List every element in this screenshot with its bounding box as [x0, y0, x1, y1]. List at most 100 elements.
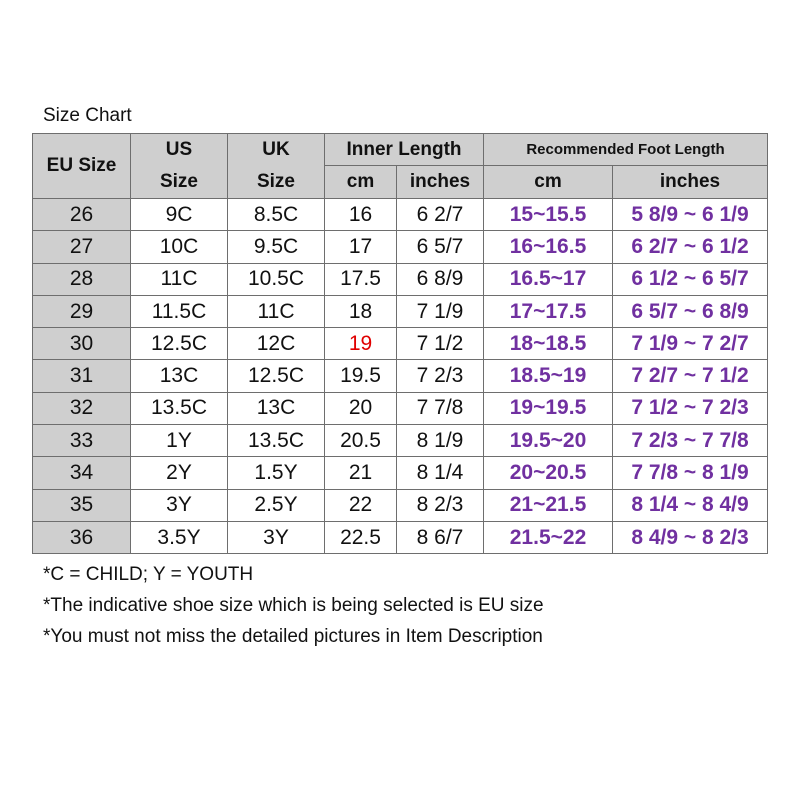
- cell-rec-inches: 6 2/7 ~ 6 1/2: [612, 230, 768, 264]
- cell-inner-cm: 18: [324, 294, 397, 329]
- cell-eu-size: 36: [32, 520, 131, 555]
- size-chart-table: EU Size US Size UK Size Inner Length Rec…: [32, 133, 768, 555]
- cell-inner-cm: 20: [324, 391, 397, 426]
- table-body: 26 9C 8.5C 16 6 2/7 15~15.5 5 8/9 ~ 6 1/9 27 10C…: [32, 197, 768, 555]
- header-inner-cm: cm: [324, 165, 397, 199]
- cell-eu-size: 32: [32, 391, 131, 426]
- cell-rec-inches: 6 1/2 ~ 6 5/7: [612, 262, 768, 296]
- table-row: 34 2Y 1.5Y 21 8 1/4 20~20.5 7 7/8 ~ 8 1/9: [32, 456, 768, 490]
- cell-rec-inches: 8 1/4 ~ 8 4/9: [612, 488, 768, 522]
- cell-inner-inches: 7 1/2: [396, 327, 484, 361]
- cell-rec-inches: 7 2/7 ~ 7 1/2: [612, 359, 768, 393]
- table-row: 32 13.5C 13C 20 7 7/8 19~19.5 7 1/2 ~ 7 2/3: [32, 391, 768, 426]
- cell-us-size: 10C: [130, 230, 228, 264]
- cell-us-size: 13.5C: [130, 391, 228, 426]
- cell-rec-inches: 7 7/8 ~ 8 1/9: [612, 456, 768, 490]
- cell-inner-inches: 6 2/7: [396, 197, 484, 232]
- cell-rec-cm: 17~17.5: [483, 294, 613, 329]
- table-row: 29 11.5C 11C 18 7 1/9 17~17.5 6 5/7 ~ 6 8/9: [32, 294, 768, 329]
- cell-inner-cm: 19: [324, 327, 397, 361]
- cell-inner-inches: 8 6/7: [396, 520, 484, 555]
- cell-us-size: 11C: [130, 262, 228, 296]
- cell-uk-size: 13C: [227, 391, 325, 426]
- header-us-top: US: [165, 139, 193, 160]
- cell-inner-cm: 17.5: [324, 262, 397, 296]
- table-row: 36 3.5Y 3Y 22.5 8 6/7 21.5~22 8 4/9 ~ 8 2/3: [32, 520, 768, 555]
- cell-eu-size: 35: [32, 488, 131, 522]
- cell-rec-inches: 7 2/3 ~ 7 7/8: [612, 424, 768, 458]
- cell-uk-size: 8.5C: [227, 197, 325, 232]
- cell-rec-inches: 5 8/9 ~ 6 1/9: [612, 197, 768, 232]
- cell-eu-size: 33: [32, 424, 131, 458]
- cell-rec-inches: 7 1/2 ~ 7 2/3: [612, 391, 768, 426]
- header-inner-inches: inches: [396, 165, 484, 199]
- highlighted-value: 19: [348, 331, 373, 355]
- cell-uk-size: 13.5C: [227, 424, 325, 458]
- header-uk-bottom: Size: [256, 171, 296, 192]
- cell-us-size: 3.5Y: [130, 520, 228, 555]
- cell-eu-size: 26: [32, 197, 131, 232]
- cell-us-size: 13C: [130, 359, 228, 393]
- cell-rec-cm: 16.5~17: [483, 262, 613, 296]
- header-rec-cm: cm: [483, 165, 613, 199]
- cell-inner-inches: 6 8/9: [396, 262, 484, 296]
- cell-uk-size: 1.5Y: [227, 456, 325, 490]
- header-uk-size: UK Size: [227, 133, 325, 199]
- header-recommended-foot-length: Recommended Foot Length: [483, 133, 768, 166]
- cell-us-size: 1Y: [130, 424, 228, 458]
- table-row: 28 11C 10.5C 17.5 6 8/9 16.5~17 6 1/2 ~ 6 5/7: [32, 262, 768, 296]
- cell-inner-cm: 19.5: [324, 359, 397, 393]
- chart-title: Size Chart: [43, 105, 132, 126]
- cell-rec-cm: 18~18.5: [483, 327, 613, 361]
- cell-us-size: 2Y: [130, 456, 228, 490]
- table-row: 27 10C 9.5C 17 6 5/7 16~16.5 6 2/7 ~ 6 1/2: [32, 230, 768, 264]
- cell-uk-size: 12C: [227, 327, 325, 361]
- cell-rec-inches: 6 5/7 ~ 6 8/9: [612, 294, 768, 329]
- cell-inner-cm: 22: [324, 488, 397, 522]
- cell-rec-cm: 15~15.5: [483, 197, 613, 232]
- table-row: 26 9C 8.5C 16 6 2/7 15~15.5 5 8/9 ~ 6 1/9: [32, 197, 768, 232]
- cell-rec-cm: 19~19.5: [483, 391, 613, 426]
- footnotes: *C = CHILD; Y = YOUTH *The indicative sh…: [43, 559, 544, 652]
- cell-inner-inches: 8 1/9: [396, 424, 484, 458]
- cell-rec-cm: 16~16.5: [483, 230, 613, 264]
- cell-uk-size: 3Y: [227, 520, 325, 555]
- header-rec-inches: inches: [612, 165, 768, 199]
- cell-uk-size: 11C: [227, 294, 325, 329]
- cell-inner-inches: 7 2/3: [396, 359, 484, 393]
- cell-inner-cm: 16: [324, 197, 397, 232]
- header-uk-top: UK: [262, 139, 290, 160]
- cell-rec-inches: 8 4/9 ~ 8 2/3: [612, 520, 768, 555]
- cell-us-size: 12.5C: [130, 327, 228, 361]
- cell-uk-size: 10.5C: [227, 262, 325, 296]
- table-row: 35 3Y 2.5Y 22 8 2/3 21~21.5 8 1/4 ~ 8 4/9: [32, 488, 768, 522]
- cell-rec-cm: 18.5~19: [483, 359, 613, 393]
- cell-rec-cm: 19.5~20: [483, 424, 613, 458]
- cell-rec-cm: 21.5~22: [483, 520, 613, 555]
- cell-inner-inches: 8 1/4: [396, 456, 484, 490]
- cell-uk-size: 12.5C: [227, 359, 325, 393]
- footnote-child-youth: *C = CHILD; Y = YOUTH: [43, 564, 254, 585]
- footnote-item-description: *You must not miss the detailed pictures…: [43, 626, 543, 647]
- cell-inner-inches: 7 7/8: [396, 391, 484, 426]
- cell-rec-cm: 20~20.5: [483, 456, 613, 490]
- cell-inner-cm: 22.5: [324, 520, 397, 555]
- cell-inner-inches: 8 2/3: [396, 488, 484, 522]
- cell-uk-size: 9.5C: [227, 230, 325, 264]
- cell-inner-inches: 7 1/9: [396, 294, 484, 329]
- cell-us-size: 9C: [130, 197, 228, 232]
- cell-uk-size: 2.5Y: [227, 488, 325, 522]
- table-row: 33 1Y 13.5C 20.5 8 1/9 19.5~20 7 2/3 ~ 7 7/8: [32, 424, 768, 458]
- header-inner-length: Inner Length: [324, 133, 484, 166]
- cell-eu-size: 34: [32, 456, 131, 490]
- cell-inner-inches: 6 5/7: [396, 230, 484, 264]
- cell-inner-cm: 17: [324, 230, 397, 264]
- cell-eu-size: 28: [32, 262, 131, 296]
- header-us-size: US Size: [130, 133, 228, 199]
- table-row: 30 12.5C 12C 19 7 1/2 18~18.5 7 1/9 ~ 7 2/7: [32, 327, 768, 361]
- cell-us-size: 3Y: [130, 488, 228, 522]
- cell-us-size: 11.5C: [130, 294, 228, 329]
- cell-eu-size: 27: [32, 230, 131, 264]
- cell-eu-size: 31: [32, 359, 131, 393]
- header-row-bottom: cm inches cm inches: [33, 165, 768, 199]
